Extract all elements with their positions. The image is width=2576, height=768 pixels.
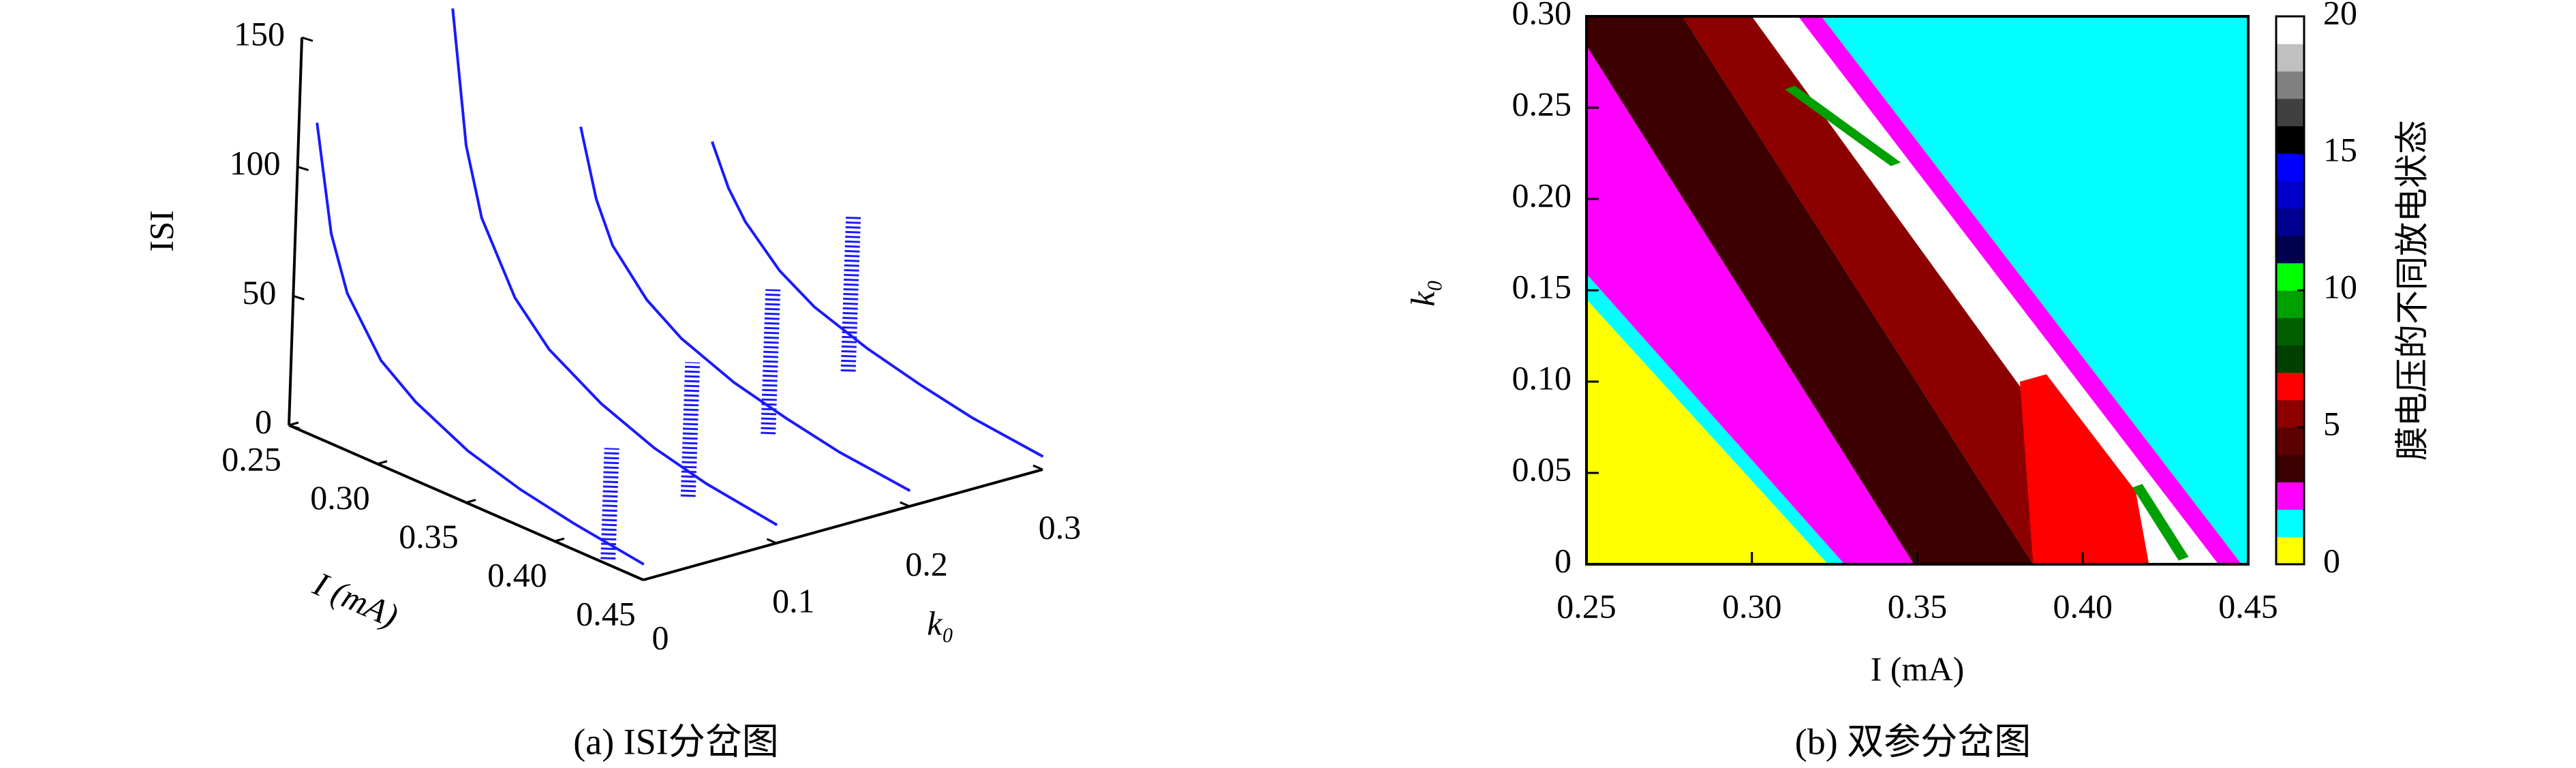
isi-curve	[711, 141, 1044, 458]
y-tick-label: 0.1	[772, 581, 815, 619]
colorbar-cell	[2276, 345, 2304, 373]
tick-mark	[643, 576, 654, 581]
isi-curve	[451, 8, 778, 527]
x-tick-label: 0.25	[221, 440, 281, 478]
state-region	[2132, 484, 2189, 561]
tick-mark	[900, 501, 910, 508]
tick-mark	[377, 460, 388, 465]
x-axis-label: I (mA)	[307, 564, 404, 635]
tick-mark	[554, 537, 565, 542]
y-tick-label: 0	[1554, 541, 1571, 579]
chaos-cluster	[761, 289, 781, 435]
y-tick-label: 0	[652, 618, 669, 656]
x-tick-label: 0.45	[2218, 587, 2278, 625]
y-tick-label: 0.10	[1512, 358, 1572, 397]
x-tick-label: 0.25	[1557, 587, 1616, 625]
y-tick-label: 0.30	[1512, 0, 1572, 31]
x-tick-label: 0.35	[1888, 587, 1948, 625]
chaos-cluster	[680, 362, 701, 497]
z-tick-label: 100	[230, 144, 281, 182]
colorbar-tick-label: 10	[2323, 267, 2357, 305]
isi-curve	[579, 126, 911, 492]
tick-mark	[292, 294, 305, 301]
colorbar-cell	[2276, 455, 2304, 482]
colorbar-cell	[2276, 427, 2304, 455]
colorbar-cell	[2276, 509, 2304, 538]
y-axis-label: k₀	[1403, 279, 1441, 307]
state-region	[1751, 16, 2219, 564]
colorbar-cell	[2276, 290, 2304, 318]
colorbar-cell	[2276, 125, 2304, 154]
k-axis	[643, 468, 1043, 581]
colorbar-cell	[2276, 399, 2304, 428]
chaos-cluster	[840, 216, 861, 372]
colorbar-tick-label: 20	[2323, 0, 2357, 31]
tick-mark	[297, 166, 309, 172]
state-region	[2020, 374, 2149, 564]
colorbar-cell	[2276, 44, 2304, 72]
state-region	[1821, 16, 2248, 564]
z-axis-label: ISI	[142, 210, 180, 251]
x-tick-label: 0.30	[1722, 587, 1782, 625]
colorbar-cell	[2276, 98, 2304, 127]
tick-mark	[301, 36, 313, 42]
x-tick-label: 0.40	[2053, 587, 2113, 625]
colorbar-cell	[2276, 536, 2304, 565]
caption-b: (b) 双参分岔图	[1795, 721, 2031, 762]
y-tick-label: 0.3	[1039, 508, 1082, 546]
colorbar-cell	[2276, 208, 2304, 236]
colorbar-cell	[2276, 181, 2304, 209]
z-tick-label: 150	[234, 14, 285, 52]
y-tick-label: 0.20	[1512, 176, 1572, 214]
tick-mark	[766, 538, 777, 544]
colorbar-cell	[2276, 482, 2304, 510]
x-tick-label: 0.30	[310, 478, 370, 517]
x-axis-label: I (mA)	[1871, 649, 1964, 688]
colorbar-cell	[2276, 262, 2304, 291]
colorbar-cell	[2276, 16, 2304, 44]
z-tick-label: 50	[242, 273, 276, 311]
y-tick-label: 0.25	[1512, 85, 1572, 123]
isi-curve	[316, 122, 645, 566]
tick-mark	[288, 424, 301, 430]
state-region	[1586, 273, 1845, 564]
state-region	[1586, 16, 2034, 564]
x-tick-label: 0.35	[399, 517, 459, 555]
colorbar-tick-label: 15	[2323, 130, 2357, 168]
colorbar-tick-label: 0	[2323, 541, 2340, 579]
y-axis-label: k₀	[927, 604, 954, 642]
isi-axis	[288, 37, 303, 426]
tick-mark	[633, 574, 644, 581]
tick-mark	[1032, 464, 1043, 471]
colorbar-cell	[2276, 372, 2304, 401]
y-tick-label: 0.2	[905, 544, 948, 583]
tick-mark	[465, 499, 476, 504]
x-tick-label: 0.40	[487, 556, 547, 594]
x-tick-label: 0.45	[576, 594, 636, 632]
z-tick-label: 0	[255, 402, 272, 440]
caption-a: (a) ISI分岔图	[573, 721, 778, 762]
state-region	[1785, 85, 1901, 166]
y-tick-label: 0.15	[1512, 267, 1572, 305]
colorbar-cell	[2276, 153, 2304, 181]
colorbar-cell	[2276, 318, 2304, 345]
colorbar-label: 膜电压的不同放电状态	[2393, 120, 2431, 461]
y-tick-label: 0.05	[1512, 450, 1572, 488]
colorbar-cell	[2276, 235, 2304, 264]
state-region	[1798, 16, 2242, 564]
colorbar-tick-label: 5	[2323, 404, 2340, 442]
colorbar-cell	[2276, 71, 2304, 99]
